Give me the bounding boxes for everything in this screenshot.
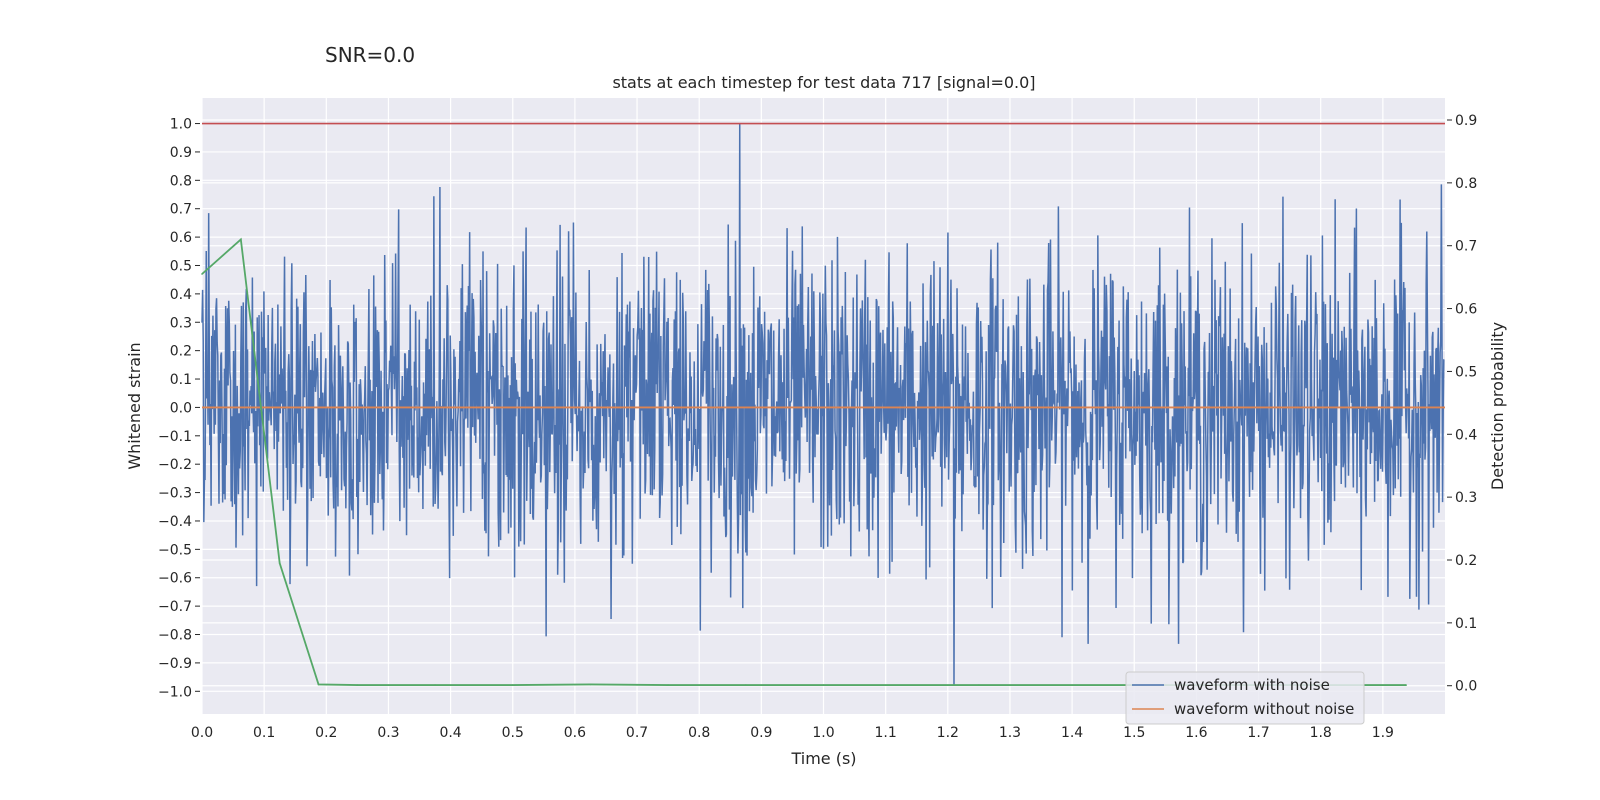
chart-title: stats at each timestep for test data 717… [612,73,1035,92]
y-tick-label: −0.8 [158,628,192,644]
y2-tick-label: 0.7 [1455,239,1477,255]
x-tick-label: 1.7 [1247,725,1269,741]
y-tick-label: −0.5 [158,542,192,558]
x-tick-label: 1.9 [1372,725,1394,741]
x-tick-label: 1.1 [875,725,897,741]
x-tick-label: 1.6 [1185,725,1207,741]
detection-probability-point [745,684,747,686]
x-tick-label: 0.0 [191,725,213,741]
y-tick-label: 0.7 [170,202,192,218]
y-tick-label: −0.9 [158,656,192,672]
x-tick-label: 0.3 [377,725,399,741]
x-axis-label: Time (s) [790,749,856,768]
detection-probability-point [511,684,514,686]
x-tick-label: 0.4 [439,725,461,741]
x-tick-label: 1.0 [812,725,834,741]
y2-axis-label: Detection probability [1488,322,1507,490]
x-tick-label: 1.4 [1061,725,1083,741]
y2-tick-label: 0.3 [1455,490,1477,506]
y-tick-label: 0.8 [170,173,192,189]
y-tick-label: 0.9 [170,145,192,161]
y2-tick-label: 0.8 [1455,176,1477,192]
x-tick-label: 1.8 [1310,725,1332,741]
x-tick-label: 0.9 [750,725,772,741]
y-tick-label: 0.4 [170,287,192,303]
y-tick-label: 0.5 [170,258,192,274]
y-tick-label: −0.7 [158,599,192,615]
legend-label-clean: waveform without noise [1174,700,1354,718]
y2-tick-labels: 0.9 0.8 0.7 0.6 0.5 0.4 0.3 0.2 0.1 0.0 [1447,113,1477,695]
detection-probability-point [434,684,436,686]
y-tick-label: −0.3 [158,486,192,502]
x-tick-label: 0.5 [502,725,524,741]
detection-probability-point [356,684,359,686]
y-tick-label: 0.2 [170,344,192,360]
detection-probability-point [201,273,203,275]
x-tick-label: 1.2 [937,725,959,741]
y-axis-label: Whitened strain [125,342,144,469]
y-tick-label: 0.6 [170,230,192,246]
y-tick-label: −0.6 [158,571,192,587]
legend-label-noise: waveform with noise [1174,676,1330,694]
series-waveform-with-noise [201,123,1445,686]
legend-box [1125,671,1365,725]
x-tick-label: 1.3 [999,725,1021,741]
y2-tick-label: 0.6 [1455,302,1477,318]
y-tick-label: −1.0 [158,684,192,700]
detection-probability-point [589,683,592,686]
y-tick-label: −0.2 [158,457,192,473]
x-tick-label: 0.2 [315,725,337,741]
y-tick-label: 0.0 [170,400,192,416]
y2-tick-label: 0.4 [1455,427,1477,443]
y-tick-label: −0.1 [158,429,192,445]
x-tick-label: 0.8 [688,725,710,741]
detection-probability-point [978,684,980,686]
detection-probability-point [1405,684,1407,686]
detection-probability-point [278,562,281,564]
x-tick-label: 1.5 [1123,725,1145,741]
x-tick-label: 0.6 [564,725,586,741]
x-tick-label: 0.7 [626,725,648,741]
y2-tick-label: 0.0 [1455,679,1477,695]
y2-tick-label: 0.1 [1455,616,1477,632]
detection-probability-point [240,238,242,241]
series-layer [201,122,1445,686]
y-tick-label: 0.3 [170,315,192,331]
y2-tick-label: 0.5 [1455,364,1477,380]
y2-tick-label: 0.2 [1455,553,1477,569]
x-tick-label: 0.1 [253,725,275,741]
y-tick-label: −0.4 [158,514,192,530]
detection-probability-point [667,684,669,686]
y-tick-label: 1.0 [170,117,192,133]
legend: waveform with noise waveform without noi… [1125,671,1365,725]
y-tick-label: 0.1 [170,372,192,388]
suptitle: SNR=0.0 [325,43,415,67]
x-tick-labels: 0.0 0.1 0.2 0.3 0.4 0.5 0.6 0.7 0.8 0.9 1.0 1.1 1.2 1… [191,725,1394,741]
detection-probability-point [822,684,825,686]
y-tick-labels: 1.0 0.9 0.8 0.7 0.6 0.5 0.4 0.3 0.2 0.1 0.0 −0.1 −0.… [158,117,200,700]
y2-tick-label: 0.9 [1455,113,1477,129]
detection-probability-point [317,683,320,686]
